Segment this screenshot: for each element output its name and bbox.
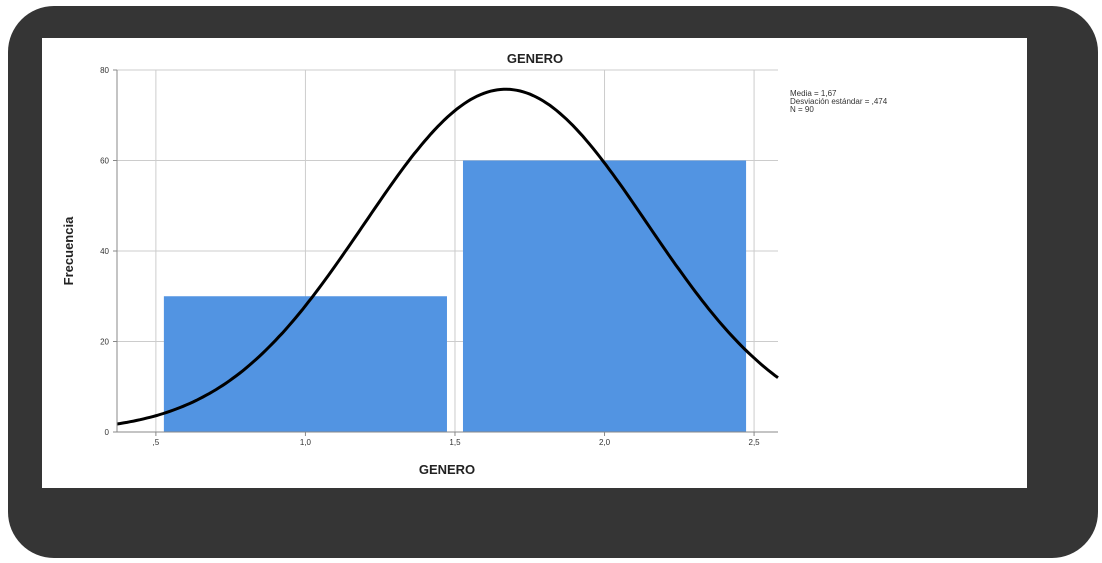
- stats-line-sd: Desviación estándar = ,474: [790, 97, 888, 106]
- normal-curve: [116, 87, 779, 426]
- y-axis-label: Frecuencia: [61, 216, 76, 285]
- y-tick-label-4: 80: [100, 66, 109, 75]
- y-tick-label-3: 60: [100, 157, 109, 166]
- axes: [113, 69, 778, 436]
- x-tick-label-3: 2,0: [599, 438, 611, 447]
- x-tick-label-0: ,5: [153, 438, 160, 447]
- y-tick-label-0: 0: [105, 428, 110, 437]
- histogram-bar-1: [462, 160, 747, 432]
- histogram-chart: GENERO GENERO Frecuencia Media = 1,67 De…: [61, 51, 888, 477]
- histogram-bar-0: [163, 296, 447, 432]
- normal-curve-layer: [116, 87, 779, 426]
- x-tick-label-2: 1,5: [449, 438, 461, 447]
- x-tick-label-4: 2,5: [749, 438, 761, 447]
- chart-panel: GENERO GENERO Frecuencia Media = 1,67 De…: [42, 38, 1027, 488]
- y-tick-label-1: 20: [100, 338, 109, 347]
- stats-line-n: N = 90: [790, 105, 814, 114]
- stats-line-mean: Media = 1,67: [790, 89, 837, 98]
- tick-labels: 0 20 40 60 80 ,5 1,0 1,5 2,0 2,5: [100, 66, 760, 447]
- x-axis-label: GENERO: [419, 462, 475, 477]
- chart-title: GENERO: [507, 51, 563, 66]
- y-tick-label-2: 40: [100, 247, 109, 256]
- x-tick-label-1: 1,0: [300, 438, 312, 447]
